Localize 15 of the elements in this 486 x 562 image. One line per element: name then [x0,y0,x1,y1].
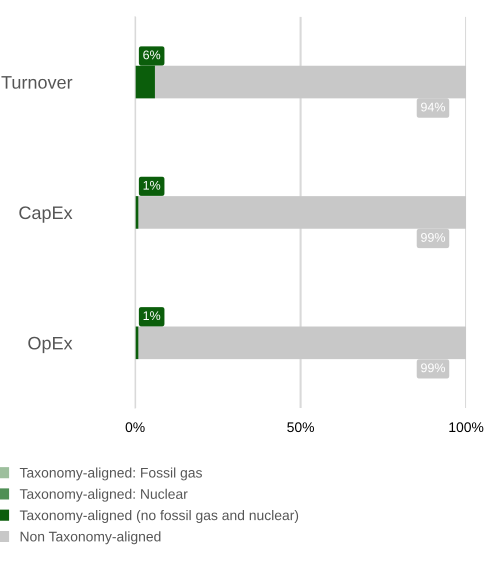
bar [135,196,138,229]
y-tick-label: OpEx [28,336,72,354]
data-label: 1% [144,180,160,190]
y-tick-label: CapEx [19,206,72,223]
legend-label: Taxonomy-aligned: Nuclear [20,488,188,502]
x-tick-label: 50% [287,422,314,432]
y-tick-label: Turnover [1,76,72,89]
legend-label: Non Taxonomy-aligned [20,531,160,544]
x-tick-label: 100% [449,422,484,432]
data-label: 1% [144,311,160,320]
legend-label: Taxonomy-aligned (no fossil gas and nuclear) [20,510,298,523]
bar [135,326,138,360]
x-tick-label: 0% [126,422,145,432]
data-label: 6% [143,50,160,60]
legend-label: Taxonomy-aligned: Fossil gas [20,467,202,480]
